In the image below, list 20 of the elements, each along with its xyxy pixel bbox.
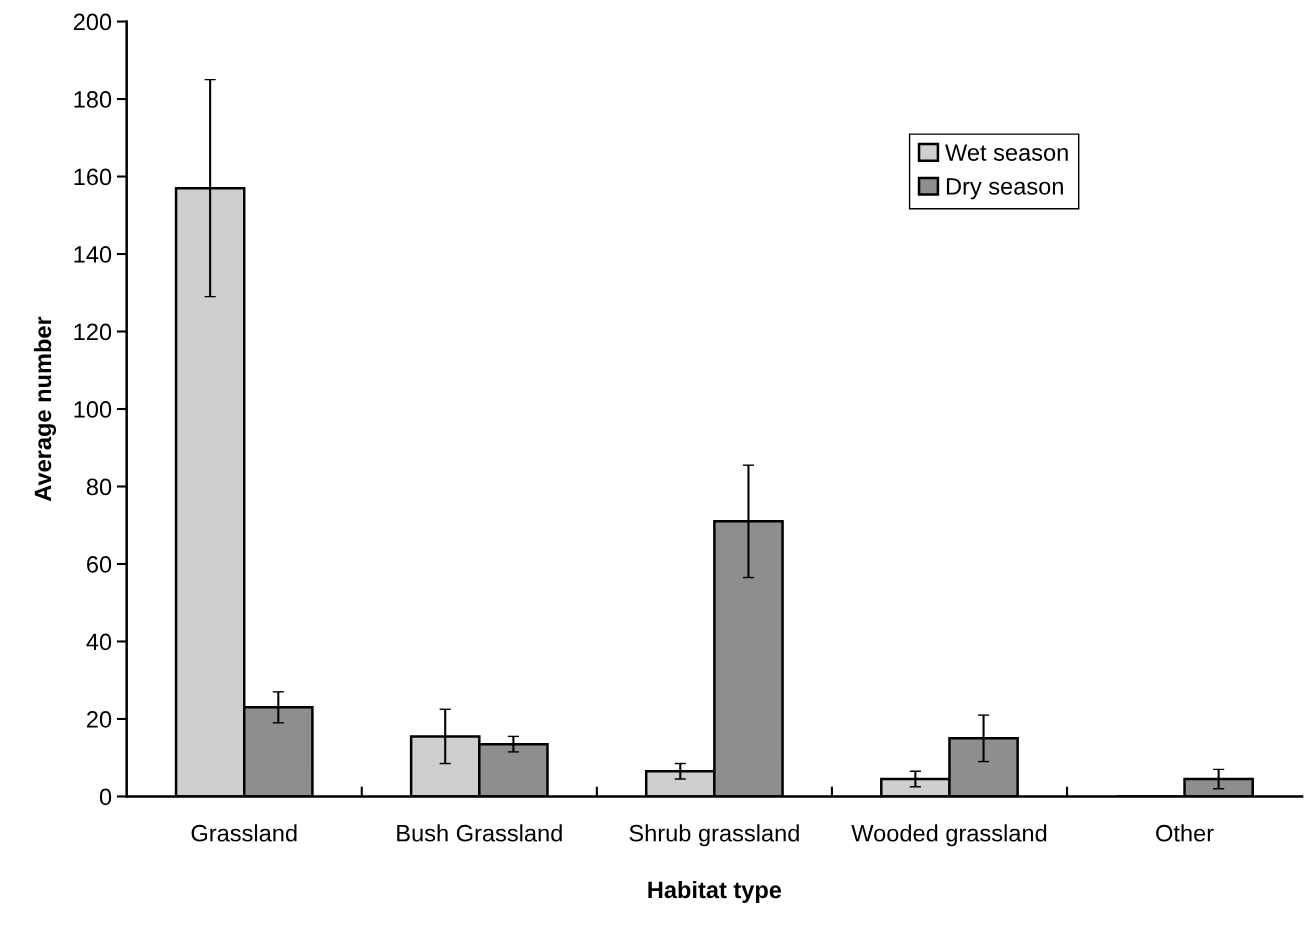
y-tick-label: 160 (74, 168, 112, 186)
y-tick-label: 0 (99, 788, 112, 806)
y-tick-label: 100 (74, 401, 112, 418)
y-tick-label: 60 (87, 556, 112, 573)
y-axis-title: Average number (33, 316, 57, 502)
y-tick-label: 180 (74, 91, 112, 108)
x-tick-label: Grassland (191, 824, 297, 842)
y-tick-label: 80 (86, 478, 112, 496)
x-tick-label: Bush Grassland (397, 824, 562, 842)
x-axis-title: Habitat type (648, 880, 782, 903)
y-tick-label: 200 (73, 13, 112, 31)
x-tick-label: Other (1156, 824, 1214, 842)
y-tick-label: 120 (74, 323, 112, 341)
x-tick-label: Wooded grassland (851, 824, 1047, 847)
legend-label: Wet season (945, 144, 1068, 161)
y-tick-label: 20 (87, 711, 112, 728)
x-tick-label: Shrub grassland (629, 824, 799, 847)
legend-label: Dry season (946, 178, 1063, 200)
y-tick-label: 40 (86, 633, 112, 651)
y-tick-label: 140 (74, 246, 112, 263)
